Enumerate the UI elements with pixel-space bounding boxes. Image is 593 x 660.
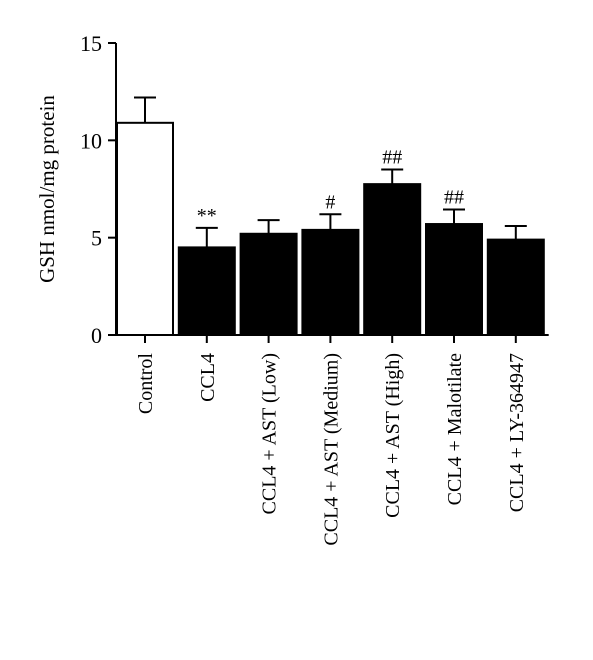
y-axis: 0 5 10 15	[80, 31, 117, 348]
bar	[363, 183, 422, 336]
bar	[239, 232, 298, 336]
bar	[301, 228, 360, 337]
significance-label: #	[325, 191, 335, 213]
significance-label: ##	[444, 186, 464, 208]
x-tick-label: CCL4 + AST (High)	[382, 353, 404, 518]
bar	[486, 238, 545, 336]
significance-label: **	[197, 205, 217, 227]
bar	[425, 223, 483, 336]
significance-label: ##	[382, 147, 402, 169]
bars: **#####	[116, 96, 545, 337]
x-tick-label: Control	[135, 353, 157, 415]
x-tick-label: CCL4 + AST (Low)	[259, 353, 281, 514]
x-tick-label: CCL4 + AST (Medium)	[320, 353, 342, 546]
x-tick-label: CCL4	[197, 353, 219, 402]
y-tick-label: 0	[91, 323, 102, 348]
bar	[177, 246, 236, 336]
x-tick-label: CCL4 + Malotilate	[444, 353, 466, 505]
x-tick-label: CCL4 + LY-364947	[506, 353, 528, 512]
y-tick-label: 5	[91, 226, 102, 251]
x-axis: Control CCL4 CCL4 + AST (Low) CCL4 + AST (M…	[116, 334, 549, 546]
bar	[116, 121, 174, 336]
y-axis-title: GSH nmol/mg protein	[35, 95, 59, 283]
y-tick-label: 10	[80, 128, 102, 153]
y-tick-label: 15	[80, 31, 102, 56]
